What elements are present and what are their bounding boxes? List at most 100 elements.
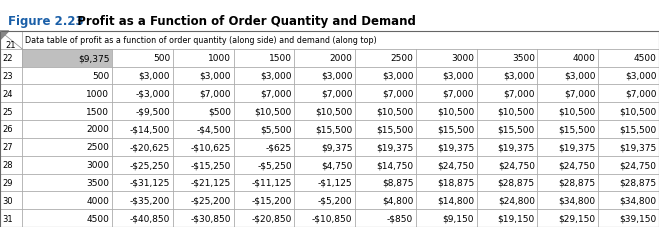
Text: $15,500: $15,500: [619, 125, 656, 134]
Bar: [598, 156, 659, 174]
Bar: [173, 174, 233, 192]
Bar: [112, 156, 173, 174]
Text: $10,500: $10,500: [498, 107, 535, 116]
Bar: [173, 209, 233, 227]
Bar: [0, 103, 22, 121]
Text: 2000: 2000: [86, 125, 109, 134]
Bar: [0, 192, 22, 209]
Bar: [0, 121, 22, 138]
Text: $3,000: $3,000: [503, 72, 535, 81]
Text: -$3,000: -$3,000: [135, 89, 170, 98]
Text: 1500: 1500: [269, 54, 292, 63]
Bar: [112, 209, 173, 227]
Bar: [22, 156, 112, 174]
Text: 23: 23: [3, 72, 13, 81]
Bar: [173, 103, 233, 121]
Text: 31: 31: [3, 214, 13, 223]
Bar: [538, 192, 598, 209]
Bar: [355, 174, 416, 192]
Bar: [22, 121, 112, 138]
Text: 3500: 3500: [86, 178, 109, 187]
Text: $19,375: $19,375: [437, 143, 474, 152]
Text: $24,750: $24,750: [559, 160, 596, 169]
Bar: [22, 138, 112, 156]
Bar: [233, 174, 295, 192]
Text: -$625: -$625: [266, 143, 292, 152]
Text: 25: 25: [3, 107, 13, 116]
Text: $7,000: $7,000: [625, 89, 656, 98]
Text: $24,750: $24,750: [619, 160, 656, 169]
Bar: [295, 121, 355, 138]
Text: $9,375: $9,375: [78, 54, 109, 63]
Bar: [355, 138, 416, 156]
Bar: [0, 85, 22, 103]
Text: $28,875: $28,875: [558, 178, 596, 187]
Text: 4000: 4000: [86, 196, 109, 205]
Bar: [233, 67, 295, 85]
Bar: [598, 121, 659, 138]
Bar: [355, 67, 416, 85]
Text: 1000: 1000: [86, 89, 109, 98]
Text: $14,750: $14,750: [376, 160, 413, 169]
Bar: [22, 174, 112, 192]
Text: -$10,850: -$10,850: [312, 214, 353, 223]
Text: $3,000: $3,000: [443, 72, 474, 81]
Text: $28,875: $28,875: [619, 178, 656, 187]
Bar: [112, 67, 173, 85]
Text: $7,000: $7,000: [260, 89, 292, 98]
Text: -$1,125: -$1,125: [318, 178, 353, 187]
Text: 2500: 2500: [86, 143, 109, 152]
Text: $39,150: $39,150: [619, 214, 656, 223]
Bar: [598, 103, 659, 121]
Bar: [173, 138, 233, 156]
Bar: [22, 85, 112, 103]
Bar: [598, 174, 659, 192]
Text: 2500: 2500: [390, 54, 413, 63]
Text: $19,375: $19,375: [619, 143, 656, 152]
Text: $7,000: $7,000: [443, 89, 474, 98]
Bar: [355, 103, 416, 121]
Text: $500: $500: [208, 107, 231, 116]
Bar: [112, 103, 173, 121]
Bar: [233, 85, 295, 103]
Bar: [112, 138, 173, 156]
Text: 500: 500: [153, 54, 170, 63]
Text: -$14,500: -$14,500: [130, 125, 170, 134]
Bar: [476, 138, 538, 156]
Bar: [416, 156, 476, 174]
Text: 3500: 3500: [512, 54, 535, 63]
Bar: [538, 67, 598, 85]
Text: $3,000: $3,000: [138, 72, 170, 81]
Text: $7,000: $7,000: [503, 89, 535, 98]
Bar: [476, 209, 538, 227]
Text: Data table of profit as a function of order quantity (along side) and demand (al: Data table of profit as a function of or…: [24, 36, 376, 45]
Text: $9,150: $9,150: [443, 214, 474, 223]
Bar: [295, 156, 355, 174]
Text: $3,000: $3,000: [321, 72, 353, 81]
Bar: [233, 121, 295, 138]
Bar: [538, 85, 598, 103]
Bar: [476, 49, 538, 67]
Bar: [355, 85, 416, 103]
Text: $3,000: $3,000: [564, 72, 596, 81]
Text: $15,500: $15,500: [437, 125, 474, 134]
Bar: [0, 209, 22, 227]
Text: 3000: 3000: [451, 54, 474, 63]
Bar: [598, 85, 659, 103]
Text: 29: 29: [3, 178, 13, 187]
Text: -$5,200: -$5,200: [318, 196, 353, 205]
Bar: [295, 49, 355, 67]
Polygon shape: [0, 32, 9, 41]
Text: 2000: 2000: [330, 54, 353, 63]
Bar: [355, 156, 416, 174]
Bar: [173, 85, 233, 103]
Bar: [355, 192, 416, 209]
Text: Profit as a Function of Order Quantity and Demand: Profit as a Function of Order Quantity a…: [69, 15, 416, 27]
Text: $3,000: $3,000: [260, 72, 292, 81]
Text: $29,150: $29,150: [558, 214, 596, 223]
Text: $10,500: $10,500: [437, 107, 474, 116]
Bar: [112, 49, 173, 67]
Text: $10,500: $10,500: [376, 107, 413, 116]
Text: 3000: 3000: [86, 160, 109, 169]
Text: $3,000: $3,000: [382, 72, 413, 81]
